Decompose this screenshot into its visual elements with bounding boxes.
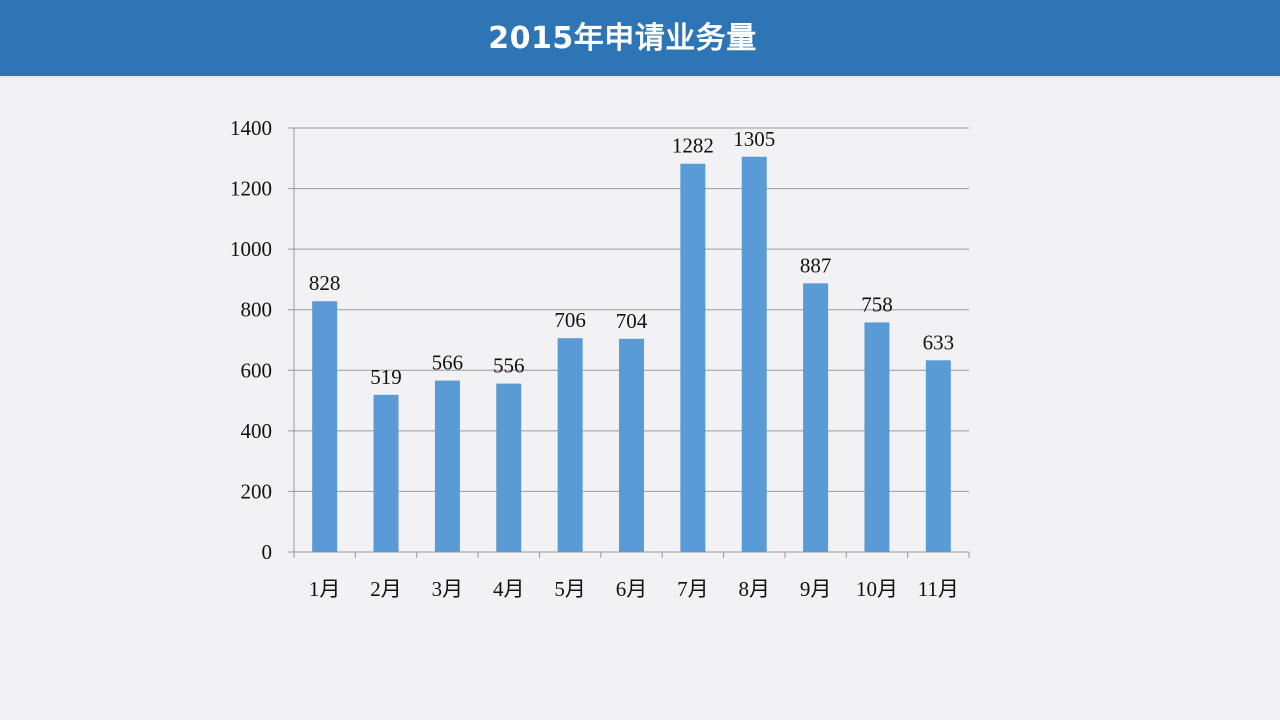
y-tick-label: 1200 [230,177,272,201]
bar [803,283,829,552]
bar [680,163,706,553]
data-label: 704 [616,309,648,333]
x-tick-label: 10月 [856,577,898,601]
y-axis-tick-labels: 0 200 400 600 800 1000 1200 1400 [230,116,272,564]
bar [741,156,767,552]
x-tick-label: 9月 [800,577,832,601]
x-tick-label: 6月 [616,577,648,601]
data-label: 633 [923,330,955,354]
x-tick-label: 5月 [554,577,586,601]
data-label: 1305 [733,127,775,151]
x-tick-label: 1月 [309,577,341,601]
y-tick-label: 1000 [230,237,272,261]
x-axis-tick-labels: 1月 2月 3月 4月 5月 6月 7月 8月 9月 10月 11月 [309,577,959,601]
x-tick-label: 4月 [493,577,525,601]
data-labels: 828 519 566 556 706 704 1282 1305 887 758 633 [309,127,954,389]
y-tick-label: 400 [241,419,273,443]
data-label: 758 [861,292,893,316]
data-label: 1282 [672,134,714,158]
header-bar: 2015年申请业务量 [0,0,1280,78]
data-label: 828 [309,271,341,295]
y-tick-label: 200 [241,479,273,503]
x-tick-label: 8月 [738,577,770,601]
bar [312,301,338,552]
data-label: 566 [432,351,464,375]
y-tick-label: 600 [241,358,273,382]
bar [925,360,951,552]
data-label: 556 [493,354,525,378]
bar [373,394,399,552]
data-label: 519 [370,365,402,389]
y-tick-label: 800 [241,298,273,322]
bar [557,338,583,552]
x-tick-label: 7月 [677,577,709,601]
bar [619,338,644,552]
bar [434,380,460,552]
data-label: 706 [554,308,586,332]
bars [312,156,951,553]
bar [496,383,522,552]
x-tick-label: 11月 [918,577,959,601]
bar [864,322,890,552]
y-tick-label: 1400 [230,116,272,140]
data-label: 887 [800,253,832,277]
x-tick-label: 3月 [432,577,464,601]
x-tick-label: 2月 [370,577,402,601]
y-tick-label: 0 [262,540,273,564]
page-title: 2015年申请业务量 [488,21,757,56]
